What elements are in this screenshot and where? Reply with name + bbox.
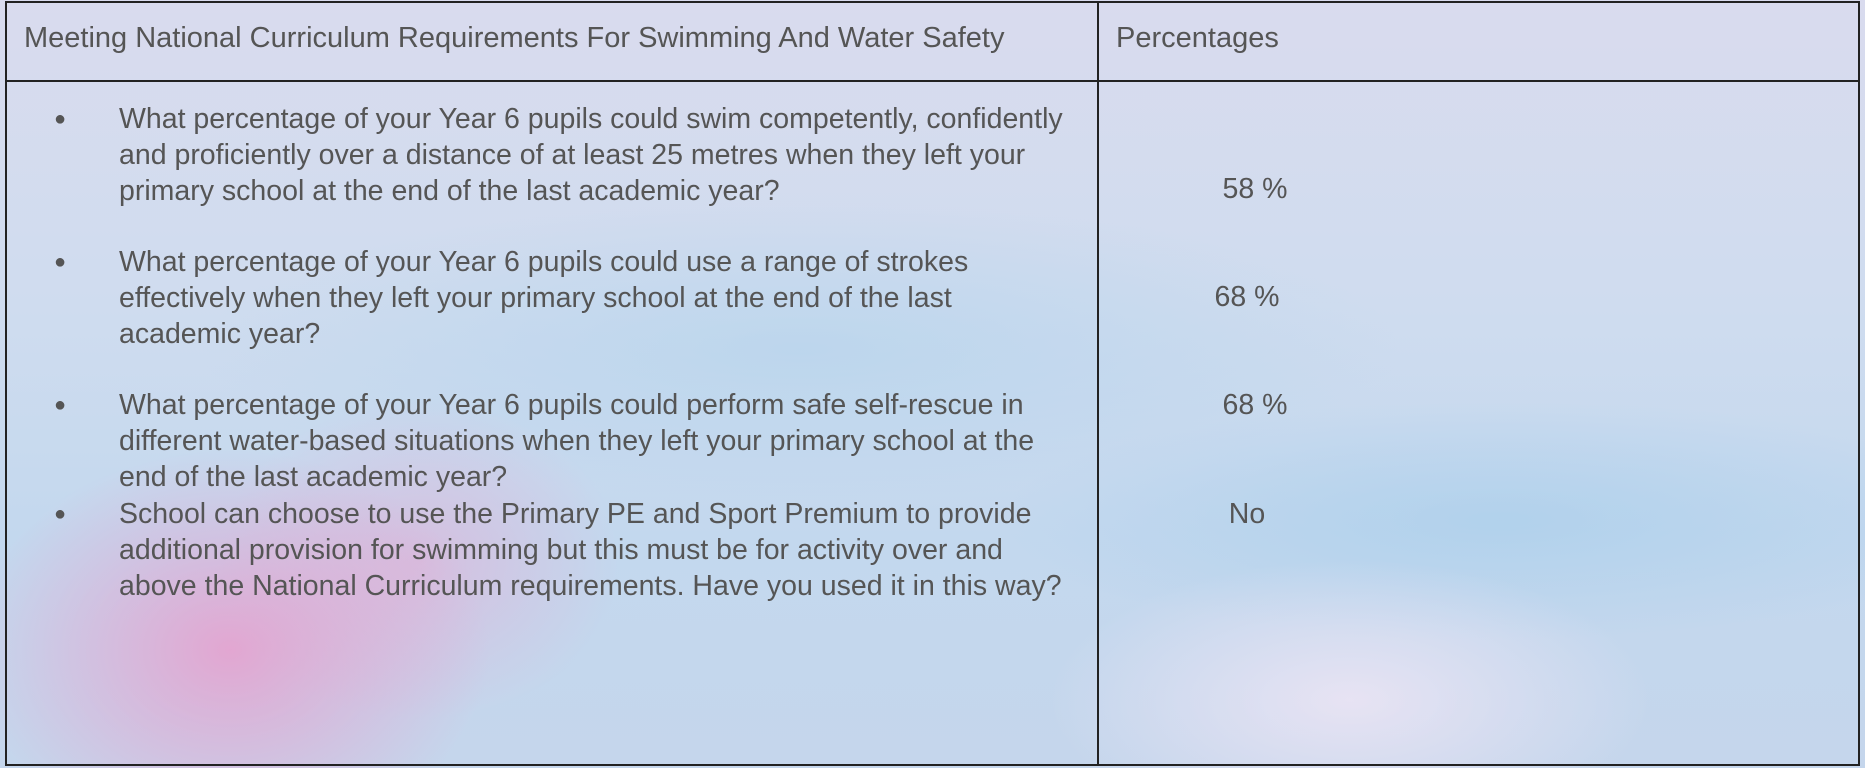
slide: Meeting National Curriculum Requirements… — [0, 0, 1865, 768]
question: What percentage of your Year 6 pupils co… — [119, 244, 1079, 352]
bullet: ● — [54, 387, 66, 423]
bullet: ● — [54, 244, 66, 280]
header-divider — [5, 80, 1860, 82]
header-title: Meeting National Curriculum Requirements… — [24, 20, 1004, 56]
bullet: ● — [54, 101, 66, 137]
answer: 58 % — [1155, 171, 1355, 207]
answer: No — [1147, 496, 1347, 532]
bullet: ● — [54, 496, 66, 532]
question: What percentage of your Year 6 pupils co… — [119, 101, 1079, 209]
answer: 68 % — [1155, 387, 1355, 423]
answer: 68 % — [1147, 279, 1347, 315]
header-column: Percentages — [1116, 20, 1279, 56]
question: School can choose to use the Primary PE … — [119, 496, 1079, 604]
question: What percentage of your Year 6 pupils co… — [119, 387, 1079, 495]
column-divider — [1097, 1, 1099, 766]
